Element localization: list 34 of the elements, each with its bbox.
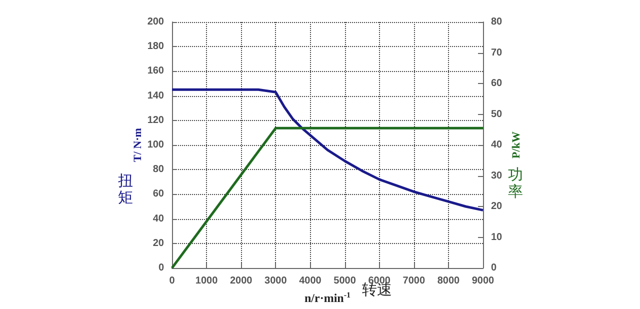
text: 功率: [508, 166, 523, 200]
y2-tick-label: 70: [491, 47, 503, 58]
y-tick-label: 40: [152, 213, 164, 224]
x-tick-label: 0: [169, 276, 176, 286]
y2-tick-label: 50: [491, 108, 503, 120]
y-axis-title: T/ N·m: [132, 128, 144, 162]
y2-tick-label: 10: [491, 232, 503, 243]
y-tick-label: 0: [158, 262, 164, 274]
y2-tick-label: 80: [491, 16, 503, 28]
y2-tick-label: 30: [491, 170, 503, 182]
x-tick-label: 5000: [334, 276, 356, 286]
y-tick-label: 120: [147, 114, 164, 126]
x-tick-label: 9000: [472, 276, 495, 286]
x-tick-label: 8000: [437, 276, 460, 286]
y2-tick-label: 60: [491, 78, 503, 89]
x-tick-label: 3000: [264, 276, 288, 286]
x-tick-label: 1000: [195, 276, 218, 286]
x-tick-label: 7000: [402, 276, 426, 286]
y2-tick-label: 0: [491, 262, 497, 274]
y-tick-label: 140: [147, 90, 164, 102]
line-series: [170, 88, 484, 212]
y-tick-label: 200: [147, 16, 164, 28]
y2-tick-label: 20: [491, 201, 503, 212]
text: 扭矩: [118, 172, 133, 206]
y-tick-label: 20: [152, 238, 164, 249]
x-tick-label: 4000: [299, 276, 322, 286]
y2-tick-label: 40: [491, 140, 503, 150]
y-tick-label: 180: [147, 41, 164, 52]
y-tick-label: 100: [147, 140, 164, 150]
y2-axis-title: P/kW: [510, 132, 522, 158]
y-tick-label: 80: [152, 164, 164, 176]
y-tick-label: 60: [152, 188, 164, 200]
x-tick-label: 2000: [230, 276, 253, 286]
y-tick-label: 160: [147, 66, 164, 77]
